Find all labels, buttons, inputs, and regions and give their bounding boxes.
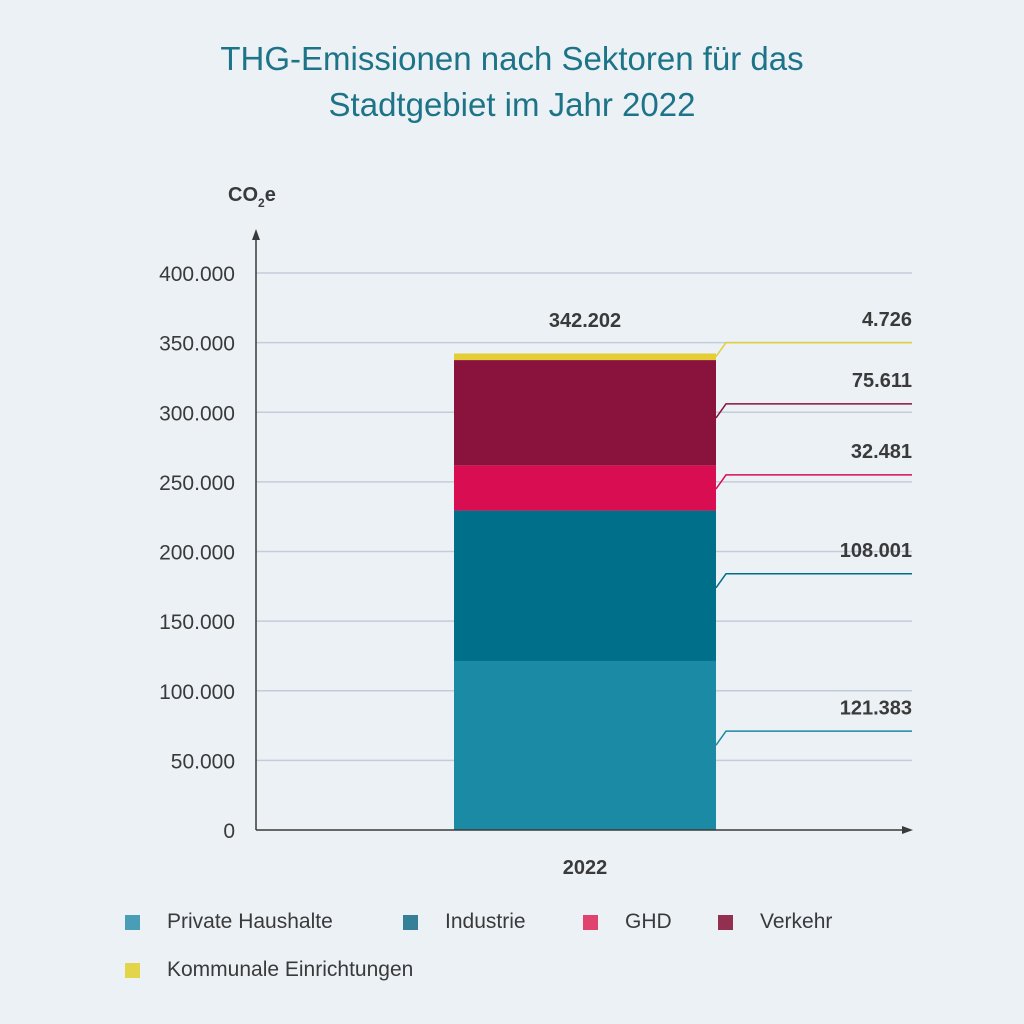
value-label-ghd: 32.481 xyxy=(851,441,912,463)
total-label: 342.202 xyxy=(549,310,621,332)
legend-label: Kommunale Einrichtungen xyxy=(167,958,414,981)
y-tick-label: 300.000 xyxy=(159,402,235,425)
y-tick-labels: 0 50.000 100.000 150.000 200.000 250.000 300.0… xyxy=(159,263,235,843)
value-label-verkehr: 75.611 xyxy=(852,370,912,392)
y-tick-label: 350.000 xyxy=(159,333,235,356)
chart-title-line-2: Stadtgebiet im Jahr 2022 xyxy=(328,86,696,123)
legend-swatch xyxy=(125,962,140,978)
value-label-kommunale-einrichtungen: 4.726 xyxy=(862,309,912,331)
y-tick-label: 150.000 xyxy=(159,611,235,634)
legend-label: Private Haushalte xyxy=(167,910,333,933)
legend-label: Verkehr xyxy=(760,910,833,933)
legend-item-kommunale-einrichtungen: Kommunale Einrichtungen xyxy=(125,958,413,982)
value-label-industrie: 108.001 xyxy=(840,540,912,562)
legend-item-private-haushalte: Private Haushalte xyxy=(125,910,333,934)
chart-title-line-1: THG-Emissionen nach Sektoren für das xyxy=(220,40,804,77)
axes xyxy=(252,229,913,834)
bar-segment-private-haushalte xyxy=(454,660,716,830)
leader-line-private-haushalte xyxy=(715,730,912,746)
y-tick-label: 400.000 xyxy=(159,263,235,286)
bar-segment-kommunale-einrichtungen xyxy=(454,353,716,361)
y-axis-label: CO2e xyxy=(228,184,276,210)
legend-item-verkehr: Verkehr xyxy=(718,910,832,934)
legend-swatch xyxy=(125,914,140,930)
legend-swatch xyxy=(583,914,598,930)
legend-label: GHD xyxy=(625,910,672,933)
y-tick-label: 200.000 xyxy=(159,542,235,565)
y-axis-arrow xyxy=(252,229,260,240)
value-callouts: 121.383 108.001 32.481 75.611 4.726 xyxy=(715,309,912,746)
leader-line-ghd xyxy=(715,474,912,490)
x-axis-arrow xyxy=(902,826,913,834)
y-tick-label: 0 xyxy=(223,820,235,843)
bar-segment-verkehr xyxy=(454,360,716,466)
legend-swatch xyxy=(718,914,733,930)
y-tick-label: 100.000 xyxy=(159,681,235,704)
legend-swatch xyxy=(403,914,418,930)
y-tick-label: 250.000 xyxy=(159,472,235,495)
y-axis-label-main: CO xyxy=(228,184,258,206)
bar-stack xyxy=(454,353,716,830)
x-tick-label: 2022 xyxy=(563,857,608,879)
y-tick-label: 50.000 xyxy=(171,750,235,773)
bar-segment-ghd xyxy=(454,465,716,511)
legend-label: Industrie xyxy=(445,910,526,933)
y-axis-label-tail: e xyxy=(265,184,276,206)
y-axis-label-sub: 2 xyxy=(258,196,265,210)
bar-segment-industrie xyxy=(454,510,716,661)
leader-line-industrie xyxy=(715,573,912,589)
chart-title: THG-Emissionen nach Sektoren für das Sta… xyxy=(0,36,1024,128)
legend-item-industrie: Industrie xyxy=(403,910,526,934)
leader-line-kommunale-einrichtungen xyxy=(715,341,912,358)
value-label-private-haushalte: 121.383 xyxy=(840,697,912,719)
leader-line-verkehr xyxy=(715,403,912,419)
legend-item-ghd: GHD xyxy=(583,910,672,934)
